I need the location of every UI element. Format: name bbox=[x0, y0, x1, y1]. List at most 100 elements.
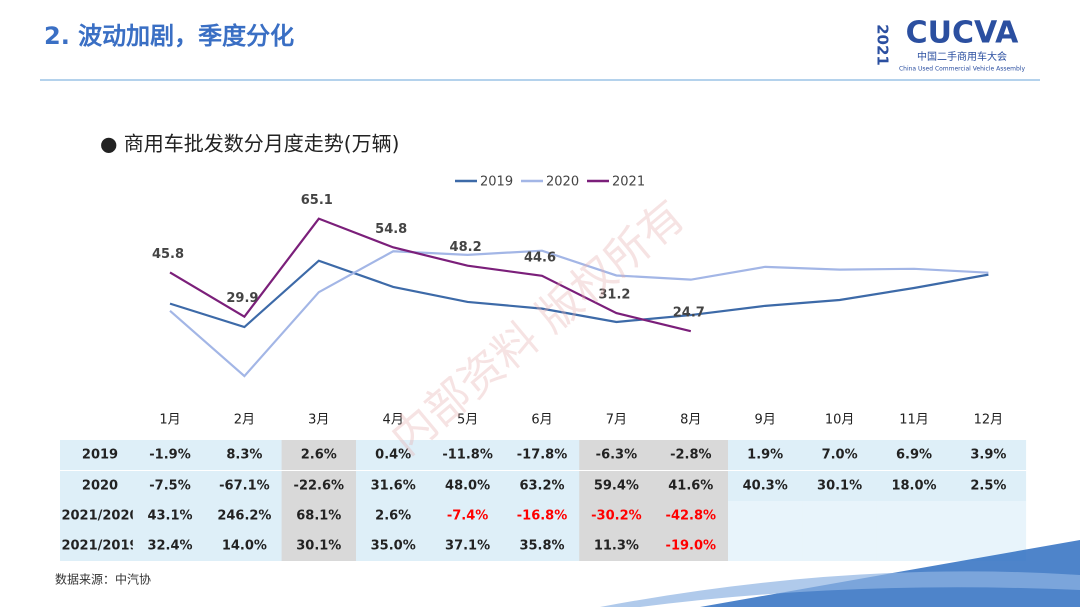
x-tick-label: 10月 bbox=[825, 413, 855, 428]
source: 数据来源：中汽协 bbox=[55, 572, 151, 587]
table-cell-bg bbox=[876, 471, 952, 501]
table-cell: 37.1% bbox=[445, 539, 490, 554]
table-cell: 2.5% bbox=[970, 479, 1006, 494]
table-cell-bg bbox=[504, 440, 580, 470]
row-label: 2020 bbox=[82, 479, 118, 494]
logo-cn: 中国二手商用车大会 bbox=[917, 50, 1007, 63]
data-label: 65.1 bbox=[301, 193, 333, 208]
table-cell: 7.0% bbox=[822, 448, 858, 463]
table-cell-bg bbox=[728, 440, 803, 470]
table-cell: 43.1% bbox=[147, 509, 192, 524]
table-cell: 63.2% bbox=[519, 479, 564, 494]
row-label: 2021/2020 bbox=[61, 509, 138, 524]
x-tick-label: 12月 bbox=[974, 413, 1004, 428]
table-cell-bg bbox=[356, 531, 431, 561]
table-cell-bg bbox=[802, 501, 878, 531]
table-cell-bg bbox=[951, 440, 1027, 470]
x-tick-label: 6月 bbox=[531, 413, 552, 428]
table-cell-bg bbox=[579, 531, 655, 561]
data-label: 31.2 bbox=[598, 288, 630, 303]
table-cell: 11.3% bbox=[594, 539, 639, 554]
table-cell-bg bbox=[281, 440, 357, 470]
table-cell-bg bbox=[876, 440, 952, 470]
table-cell-bg bbox=[356, 440, 431, 470]
table-cell-bg bbox=[579, 440, 655, 470]
chart-title: ● 商用车批发数分月度走势(万辆) bbox=[100, 132, 399, 156]
table-cell-bg bbox=[802, 471, 878, 501]
table-cell: 2.6% bbox=[375, 509, 411, 524]
table-cell: 3.9% bbox=[970, 448, 1006, 463]
table-cell-bg bbox=[60, 501, 135, 531]
table-cell: 14.0% bbox=[222, 539, 267, 554]
table-cell: 35.0% bbox=[371, 539, 416, 554]
table-cell: 31.6% bbox=[371, 479, 416, 494]
data-label: 29.9 bbox=[226, 291, 258, 306]
table-cell: -16.8% bbox=[517, 509, 568, 524]
table-cell-bg bbox=[430, 501, 506, 531]
table-cell-bg bbox=[802, 531, 878, 561]
row-label: 2019 bbox=[82, 448, 118, 463]
x-tick-label: 8月 bbox=[680, 413, 701, 428]
table-cell-bg bbox=[579, 501, 655, 531]
x-tick-label: 11月 bbox=[899, 413, 929, 428]
series-line bbox=[169, 217, 692, 333]
x-tick-label: 2月 bbox=[234, 413, 255, 428]
table-cell-bg bbox=[207, 440, 283, 470]
table-cell: -2.8% bbox=[670, 448, 711, 463]
table-cell: -7.4% bbox=[447, 509, 488, 524]
table-cell: -6.3% bbox=[596, 448, 637, 463]
table-cell-bg bbox=[60, 471, 135, 501]
table-cell-bg bbox=[728, 531, 803, 561]
x-tick-label: 5月 bbox=[457, 413, 478, 428]
table-cell-bg bbox=[132, 531, 208, 561]
table-cell: 35.8% bbox=[519, 539, 564, 554]
table-cell-bg bbox=[728, 501, 803, 531]
table-cell: 8.3% bbox=[226, 448, 262, 463]
table-cell: -17.8% bbox=[517, 448, 568, 463]
table-cell: 246.2% bbox=[217, 509, 271, 524]
table-cell-bg bbox=[653, 471, 729, 501]
data-label: 48.2 bbox=[450, 240, 482, 255]
table-cell: 0.4% bbox=[375, 448, 411, 463]
x-tick-label: 9月 bbox=[755, 413, 776, 428]
table-cell-bg bbox=[653, 531, 729, 561]
table-cell: -11.8% bbox=[442, 448, 493, 463]
legend-label: 2021 bbox=[612, 175, 645, 190]
x-tick-label: 7月 bbox=[606, 413, 627, 428]
table-cell-bg bbox=[430, 471, 506, 501]
table-cell-bg bbox=[281, 501, 357, 531]
table-cell-bg bbox=[207, 531, 283, 561]
table-cell: 1.9% bbox=[747, 448, 783, 463]
plot: 2019 2020 2021 45.8 29.9 65.1 54.8 48.2 44.6 31.2… bbox=[152, 175, 1003, 428]
series-line bbox=[169, 249, 989, 378]
row-label: 2021/2019 bbox=[61, 539, 138, 554]
table-cell: -19.0% bbox=[666, 539, 717, 554]
data-label: 24.7 bbox=[673, 306, 705, 321]
data-label: 54.8 bbox=[375, 222, 407, 237]
table-cell-bg bbox=[60, 531, 135, 561]
table-cell-bg bbox=[60, 440, 135, 470]
table-cell: 6.9% bbox=[896, 448, 932, 463]
legend-label: 2020 bbox=[546, 175, 579, 190]
table-cell: 40.3% bbox=[743, 479, 788, 494]
decor-wave bbox=[600, 571, 1080, 607]
table-cell: 59.4% bbox=[594, 479, 639, 494]
table-cell-bg bbox=[430, 440, 506, 470]
slide-title: 2. 波动加剧，季度分化 bbox=[44, 22, 294, 50]
table-cell-bg bbox=[356, 501, 431, 531]
data-label: 44.6 bbox=[524, 250, 556, 265]
table-cell-bg bbox=[207, 471, 283, 501]
table-cell-bg bbox=[728, 471, 803, 501]
table-cell-bg bbox=[802, 440, 878, 470]
table-cell: 32.4% bbox=[147, 539, 192, 554]
x-tick-label: 4月 bbox=[383, 413, 404, 428]
table-cell-bg bbox=[132, 471, 208, 501]
logo-year: 2021 bbox=[874, 24, 892, 66]
table-cell-bg bbox=[504, 471, 580, 501]
table-cell-bg bbox=[951, 501, 1027, 531]
table: 2019 -1.9% 8.3% 2.6% 0.4% -11.8% -17.8% -6.3% -2… bbox=[60, 440, 1027, 561]
table-cell: 41.6% bbox=[668, 479, 713, 494]
table-cell-bg bbox=[653, 440, 729, 470]
table-cell-bg bbox=[356, 471, 431, 501]
